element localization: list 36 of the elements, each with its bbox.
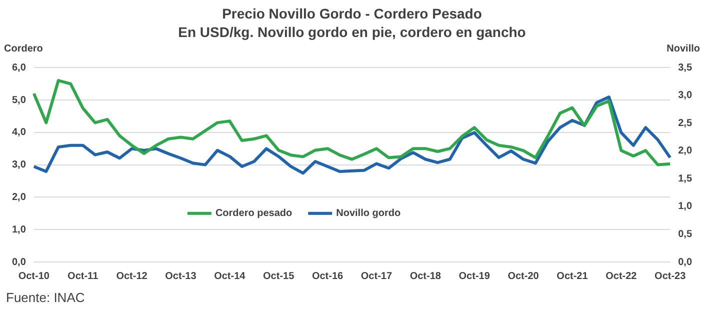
x-tick-label: Oct-14 — [214, 270, 246, 282]
y2-tick-label: 1,0 — [678, 201, 692, 212]
y-tick-label: 5,0 — [12, 94, 26, 106]
x-tick-label: Oct-21 — [556, 270, 588, 282]
x-tick-label: Oct-10 — [18, 270, 50, 282]
x-tick-label: Oct-11 — [68, 270, 99, 282]
y2-tick-label: 0,0 — [678, 256, 692, 268]
source-note: Fuente: INAC — [6, 290, 86, 305]
chart-subtitle: En USD/kg. Novillo gordo en pie, cordero en gancho — [178, 24, 526, 40]
y-tick-label: 6,0 — [12, 62, 26, 74]
chart-title: Precio Novillo Gordo - Cordero Pesado — [222, 5, 482, 22]
x-tick-label: Oct-22 — [606, 270, 638, 282]
x-tick-label: Oct-17 — [360, 270, 392, 282]
y2-tick-label: 1,5 — [678, 173, 692, 184]
y2-tick-label: 2,5 — [678, 118, 692, 129]
x-tick-label: Oct-18 — [410, 270, 442, 282]
x-tick-label: Oct-19 — [458, 270, 490, 282]
y2-tick-label: 0,5 — [678, 228, 692, 240]
x-tick-label: Oct-16 — [312, 270, 344, 282]
x-tick-label: Oct-15 — [263, 270, 295, 282]
legend-label: Cordero pesado — [215, 208, 292, 220]
legend-label: Novillo gordo — [336, 208, 401, 220]
y-tick-label: 3,0 — [12, 160, 26, 171]
x-tick-label: Oct-12 — [116, 270, 148, 282]
y-axis-title: Cordero — [4, 43, 43, 54]
y2-tick-label: 3,0 — [678, 90, 692, 102]
x-tick-label: Oct-23 — [654, 270, 686, 282]
x-tick-label: Oct-20 — [508, 270, 540, 282]
y-tick-label: 0,0 — [12, 256, 26, 268]
y2-tick-label: 2,0 — [678, 146, 692, 157]
y2-axis-title: Novillo — [666, 43, 700, 54]
y2-tick-label: 3,5 — [678, 62, 692, 74]
y-tick-label: 1,0 — [12, 224, 26, 236]
y-tick-label: 2,0 — [12, 192, 26, 203]
x-tick-label: Oct-13 — [165, 270, 197, 282]
y-tick-label: 4,0 — [12, 127, 26, 138]
